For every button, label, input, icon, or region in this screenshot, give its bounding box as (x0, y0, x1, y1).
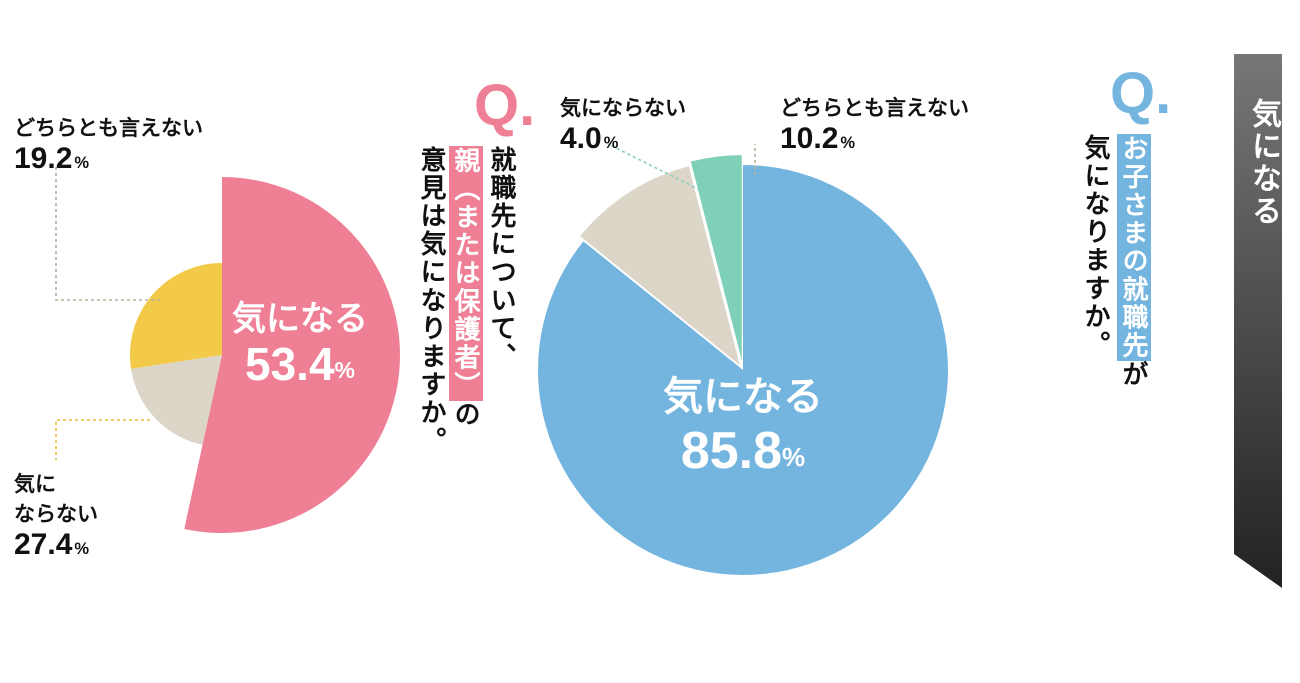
callout: 気にならない4.0% (560, 92, 686, 156)
callout: どちらとも言えない19.2% (14, 112, 203, 176)
callout-line (56, 420, 150, 460)
callout: どちらとも言えない10.2% (780, 92, 969, 156)
left-pie-center-label: 気になる (232, 300, 368, 338)
right-pie-center-label: 気になる (663, 375, 823, 419)
callout-line (56, 166, 160, 300)
left-pie-slice (130, 263, 222, 369)
callout: 気にならない27.4% (14, 468, 98, 562)
